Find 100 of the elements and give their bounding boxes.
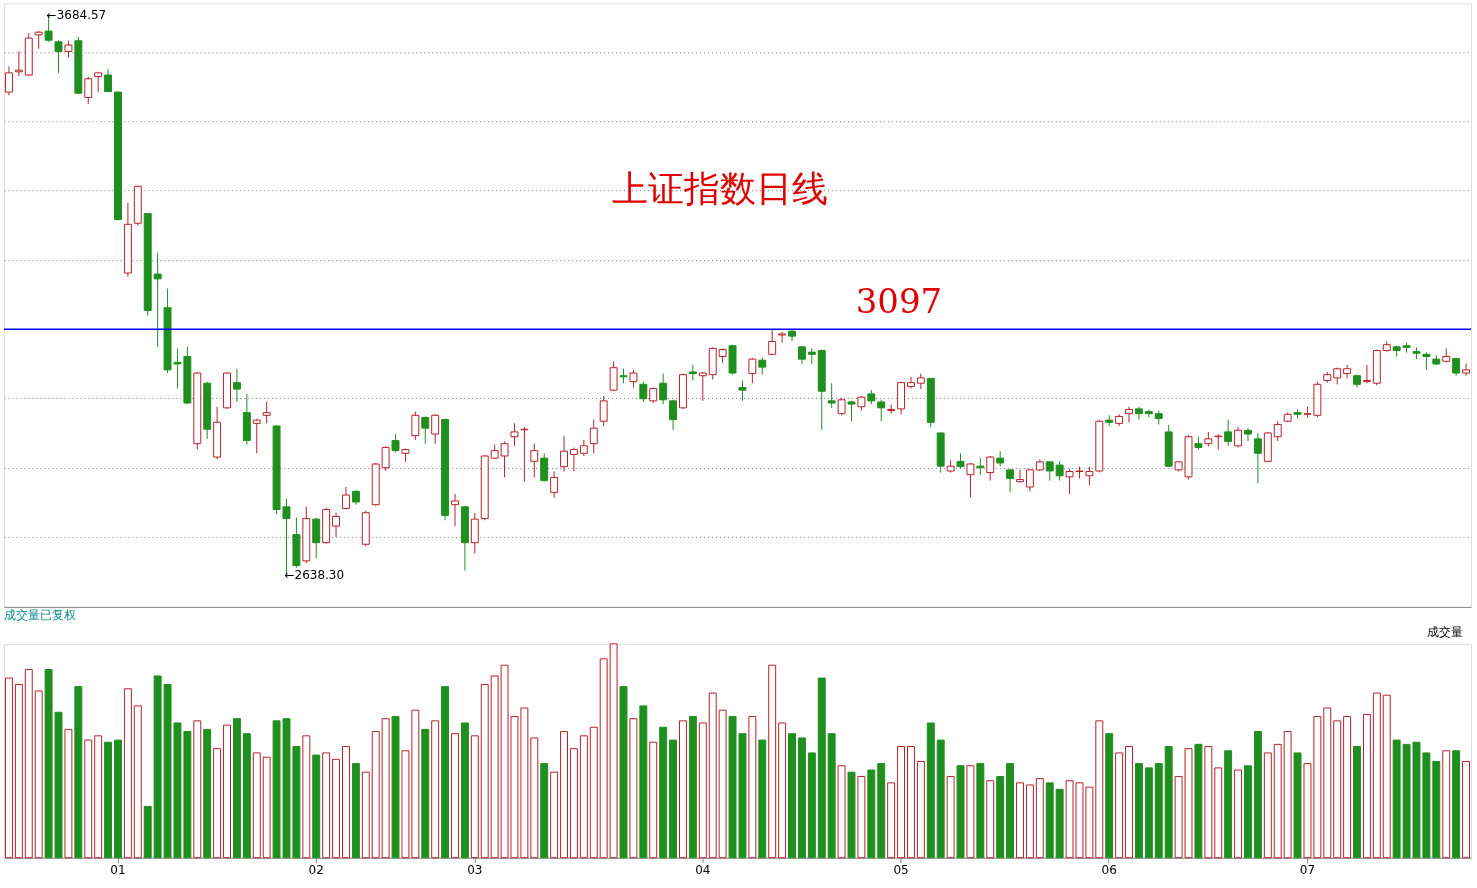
bar [322,752,331,859]
candlestick [659,373,668,405]
candlestick [411,411,420,441]
bar [312,754,321,859]
bar [74,686,83,859]
bar [1452,750,1461,859]
candlestick [391,433,400,453]
bar [817,677,826,859]
bar [550,771,559,859]
bar [589,726,598,859]
bar [242,733,251,859]
bar [1045,782,1054,859]
bar [351,763,360,859]
bar [768,664,777,859]
candlestick [599,395,608,427]
bar [897,746,906,859]
bar [748,716,757,859]
bar [133,705,142,859]
bar [1115,752,1124,859]
bar [966,765,975,859]
candlestick [262,401,271,424]
bar [788,733,796,859]
bar [659,726,668,859]
candlestick [1362,364,1371,384]
bar [569,748,578,859]
bar [976,763,985,859]
candlestick [1224,419,1233,447]
bar [1442,750,1451,859]
bar [1154,763,1163,859]
candlestick [748,357,757,384]
candlestick [540,452,549,483]
candlestick [1134,406,1143,421]
bar [1333,720,1342,859]
bar [1194,743,1203,859]
bar [252,752,261,859]
bar [1016,782,1024,859]
candlestick [54,39,63,74]
candlestick [451,493,459,527]
candlestick [738,380,747,402]
candlestick [332,512,341,538]
x-tick-label: 04 [695,863,711,878]
bar [1025,784,1034,859]
candlestick [510,422,519,447]
candlestick [768,328,777,356]
candlestick [688,364,697,382]
bar [827,733,836,859]
candlestick [550,471,559,499]
x-tick-label: 03 [467,863,483,878]
candlestick [1055,460,1064,482]
bar [1382,694,1391,859]
candlestick [153,252,162,348]
bar [857,775,866,859]
bar [1323,707,1332,859]
bar [540,763,549,859]
bar [451,733,459,859]
bar [441,686,450,859]
bar [797,737,806,859]
bar [1224,750,1233,859]
bar [1055,788,1064,859]
bar [847,771,856,859]
bar [332,758,341,859]
candlestick [470,512,479,554]
bar [4,677,13,859]
candlestick [589,419,598,454]
annotation: ←2638.30 [284,567,345,582]
bar [342,746,350,859]
bar [778,722,787,859]
bar [986,780,995,859]
candlestick [421,415,430,445]
candlestick [1244,427,1252,442]
bar [361,771,370,859]
bar [837,765,846,859]
bar [1253,731,1262,859]
candlestick [1125,406,1133,423]
bar [1462,760,1471,859]
bar [1164,746,1173,859]
bar [807,752,816,859]
candlestick [84,76,93,105]
bar [669,739,678,859]
bar [203,728,212,859]
candlestick [827,382,836,409]
bar [94,735,103,859]
candlestick [1045,460,1054,482]
bar [104,741,113,859]
bar [619,686,628,859]
bar [421,728,430,859]
candlestick [877,399,886,422]
bar [460,722,469,859]
bar [262,756,271,859]
bar [114,739,122,859]
bar [956,765,965,859]
candlestick [431,413,440,445]
bar [639,705,648,859]
bar [470,735,479,859]
bar [946,775,955,859]
candlestick [1343,364,1352,379]
bar [302,735,311,859]
bar [1273,743,1282,859]
bar [629,718,638,859]
candlestick [560,435,569,473]
